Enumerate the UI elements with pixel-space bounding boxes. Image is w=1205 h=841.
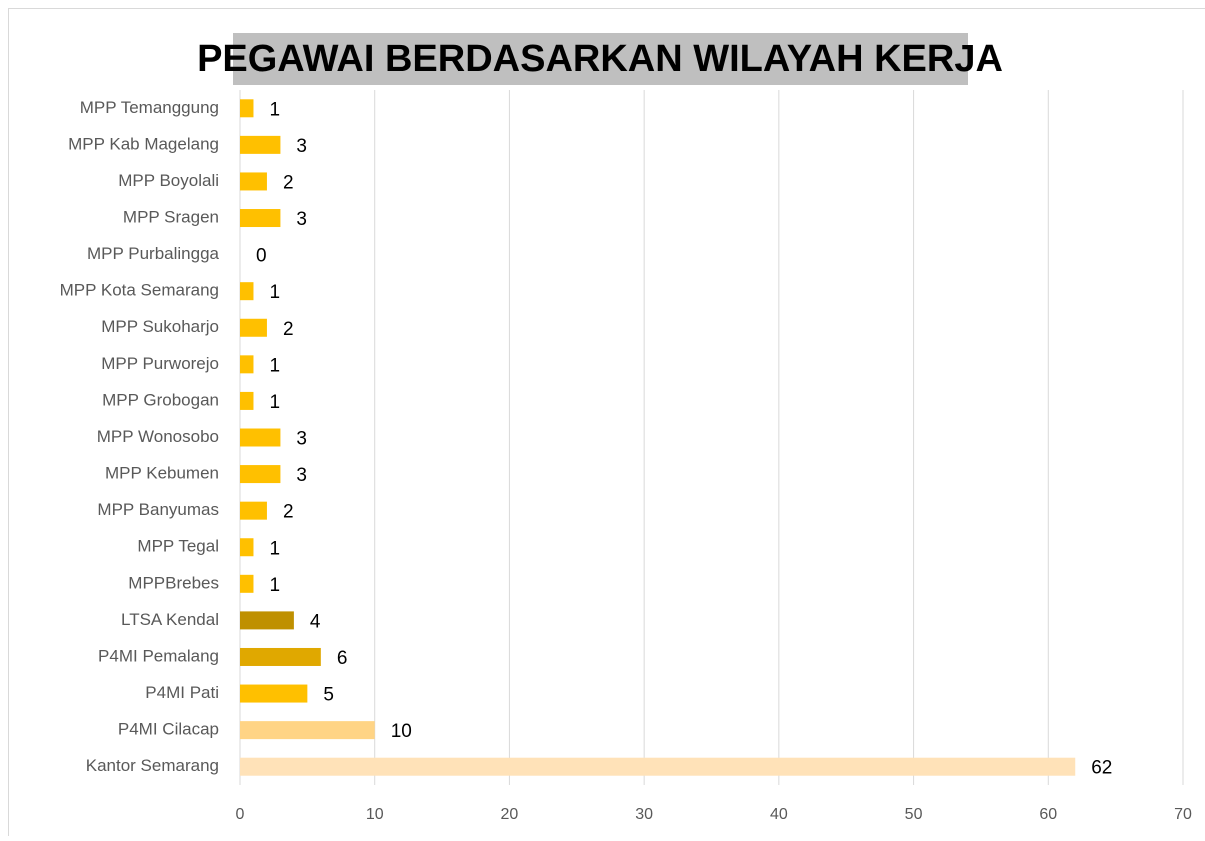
- data-label: 1: [269, 538, 280, 559]
- data-label: 3: [296, 136, 307, 157]
- x-tick-label: 10: [366, 806, 384, 823]
- data-label: 3: [296, 465, 307, 486]
- y-tick-label: P4MI Pemalang: [98, 646, 219, 665]
- x-tick-label: 40: [770, 806, 788, 823]
- data-label: 1: [269, 99, 280, 120]
- bar: [240, 319, 267, 337]
- data-label: 1: [269, 392, 280, 413]
- x-tick-label: 30: [635, 806, 653, 823]
- data-label: 1: [269, 575, 280, 596]
- data-label: 2: [283, 319, 294, 340]
- data-label: 2: [283, 172, 294, 193]
- y-tick-label: MPP Purworejo: [101, 354, 219, 373]
- y-tick-label: MPP Temanggung: [80, 98, 219, 117]
- data-label: 1: [269, 282, 280, 303]
- y-tick-label: MPP Wonosobo: [97, 427, 219, 446]
- y-tick-label: MPP Tegal: [137, 537, 219, 556]
- bar: [240, 172, 267, 190]
- bar: [240, 538, 253, 556]
- bar: [240, 502, 267, 520]
- y-tick-label: LTSA Kendal: [121, 610, 219, 629]
- x-tick-label: 60: [1039, 806, 1057, 823]
- y-tick-label: MPP Sragen: [123, 208, 219, 227]
- y-tick-label: Kantor Semarang: [86, 756, 219, 775]
- bar: [240, 611, 294, 629]
- bar: [240, 282, 253, 300]
- y-tick-label: MPP Kab Magelang: [68, 134, 219, 153]
- bar: [240, 575, 253, 593]
- bar: [240, 758, 1075, 776]
- x-tick-label: 20: [501, 806, 519, 823]
- y-tick-label: MPP Kota Semarang: [60, 281, 219, 300]
- chart-border: [9, 9, 1205, 837]
- x-tick-label: 70: [1174, 806, 1192, 823]
- data-label: 6: [337, 648, 348, 669]
- x-tick-label: 0: [236, 806, 245, 823]
- x-tick-label: 50: [905, 806, 923, 823]
- bar: [240, 465, 280, 483]
- y-tick-label: MPP Boyolali: [118, 171, 219, 190]
- y-tick-label: MPPBrebes: [128, 573, 219, 592]
- data-label: 62: [1091, 758, 1112, 779]
- chart-title: PEGAWAI BERDASARKAN WILAYAH KERJA: [197, 38, 1003, 80]
- data-label: 5: [323, 685, 334, 706]
- data-label: 10: [391, 721, 412, 742]
- data-label: 3: [296, 429, 307, 450]
- data-label: 2: [283, 502, 294, 523]
- bar: [240, 99, 253, 117]
- y-tick-label: MPP Purbalingga: [87, 244, 220, 263]
- bar: [240, 355, 253, 373]
- y-tick-label: MPP Banyumas: [97, 500, 219, 519]
- data-label: 0: [256, 246, 267, 267]
- data-label: 4: [310, 611, 321, 632]
- y-tick-label: P4MI Cilacap: [118, 720, 219, 739]
- data-label: 3: [296, 209, 307, 230]
- y-tick-label: P4MI Pati: [145, 683, 219, 702]
- bar: [240, 209, 280, 227]
- y-tick-label: MPP Kebumen: [105, 464, 219, 483]
- bar: [240, 392, 253, 410]
- bar: [240, 685, 307, 703]
- bar: [240, 429, 280, 447]
- data-label: 1: [269, 355, 280, 376]
- bar: [240, 648, 321, 666]
- bar: [240, 721, 375, 739]
- y-tick-label: MPP Grobogan: [102, 390, 219, 409]
- bar: [240, 136, 280, 154]
- y-tick-label: MPP Sukoharjo: [101, 317, 219, 336]
